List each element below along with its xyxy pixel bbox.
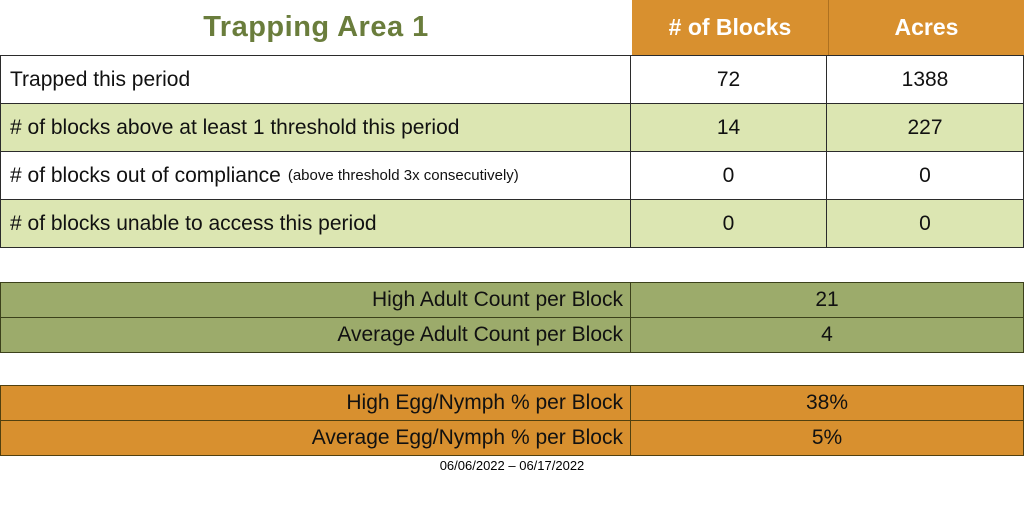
table-row-above-threshold: # of blocks above at least 1 threshold t…: [1, 103, 1023, 151]
acres-value: 0: [826, 200, 1023, 247]
average-egg-nymph-row: Average Egg/Nymph % per Block 5%: [1, 420, 1023, 455]
title-cell: Trapping Area 1: [0, 0, 632, 55]
acres-value: 0: [826, 152, 1023, 199]
row-label-text: Trapped this period: [10, 67, 191, 91]
acres-value: 227: [826, 104, 1023, 151]
row-label-text: # of blocks above at least 1 threshold t…: [10, 115, 460, 139]
column-header-blocks: # of Blocks: [632, 0, 828, 55]
table-row-unable-to-access: # of blocks unable to access this period…: [1, 199, 1023, 247]
date-range: 06/06/2022 – 06/17/2022: [439, 458, 585, 473]
column-header-acres: Acres: [828, 0, 1024, 55]
row-label: # of blocks unable to access this period: [1, 200, 630, 247]
row-label: Average Adult Count per Block: [337, 323, 623, 346]
blocks-value: 0: [630, 200, 826, 247]
row-label: Trapped this period: [1, 56, 630, 103]
blocks-value: 14: [630, 104, 826, 151]
table-row-trapped: Trapped this period 72 1388: [1, 56, 1023, 103]
high-egg-nymph-row: High Egg/Nymph % per Block 38%: [1, 386, 1023, 420]
blocks-value: 72: [630, 56, 826, 103]
egg-nymph-section: High Egg/Nymph % per Block 38% Average E…: [0, 385, 1024, 456]
table-row-out-of-compliance: # of blocks out of compliance (above thr…: [1, 151, 1023, 199]
row-value: 5%: [630, 421, 1023, 455]
row-label: Average Egg/Nymph % per Block: [311, 426, 623, 449]
row-label: High Adult Count per Block: [372, 288, 623, 311]
row-label: # of blocks out of compliance (above thr…: [1, 152, 630, 199]
row-value: 4: [630, 318, 1023, 352]
row-label-text: # of blocks unable to access this period: [10, 211, 377, 235]
table-header-row: Trapping Area 1 # of Blocks Acres: [0, 0, 1024, 55]
row-label-text: # of blocks out of compliance: [10, 163, 281, 187]
average-adult-count-row: Average Adult Count per Block 4: [1, 317, 1023, 352]
row-value: 21: [630, 283, 1023, 317]
main-table: Trapped this period 72 1388 # of blocks …: [0, 55, 1024, 248]
high-adult-count-row: High Adult Count per Block 21: [1, 283, 1023, 317]
row-label-note: (above threshold 3x consecutively): [287, 167, 519, 184]
row-value: 38%: [630, 386, 1023, 420]
acres-value: 1388: [826, 56, 1023, 103]
page-title: Trapping Area 1: [203, 11, 429, 43]
row-label: High Egg/Nymph % per Block: [346, 391, 623, 414]
row-label: # of blocks above at least 1 threshold t…: [1, 104, 630, 151]
blocks-value: 0: [630, 152, 826, 199]
adult-count-section: High Adult Count per Block 21 Average Ad…: [0, 282, 1024, 353]
